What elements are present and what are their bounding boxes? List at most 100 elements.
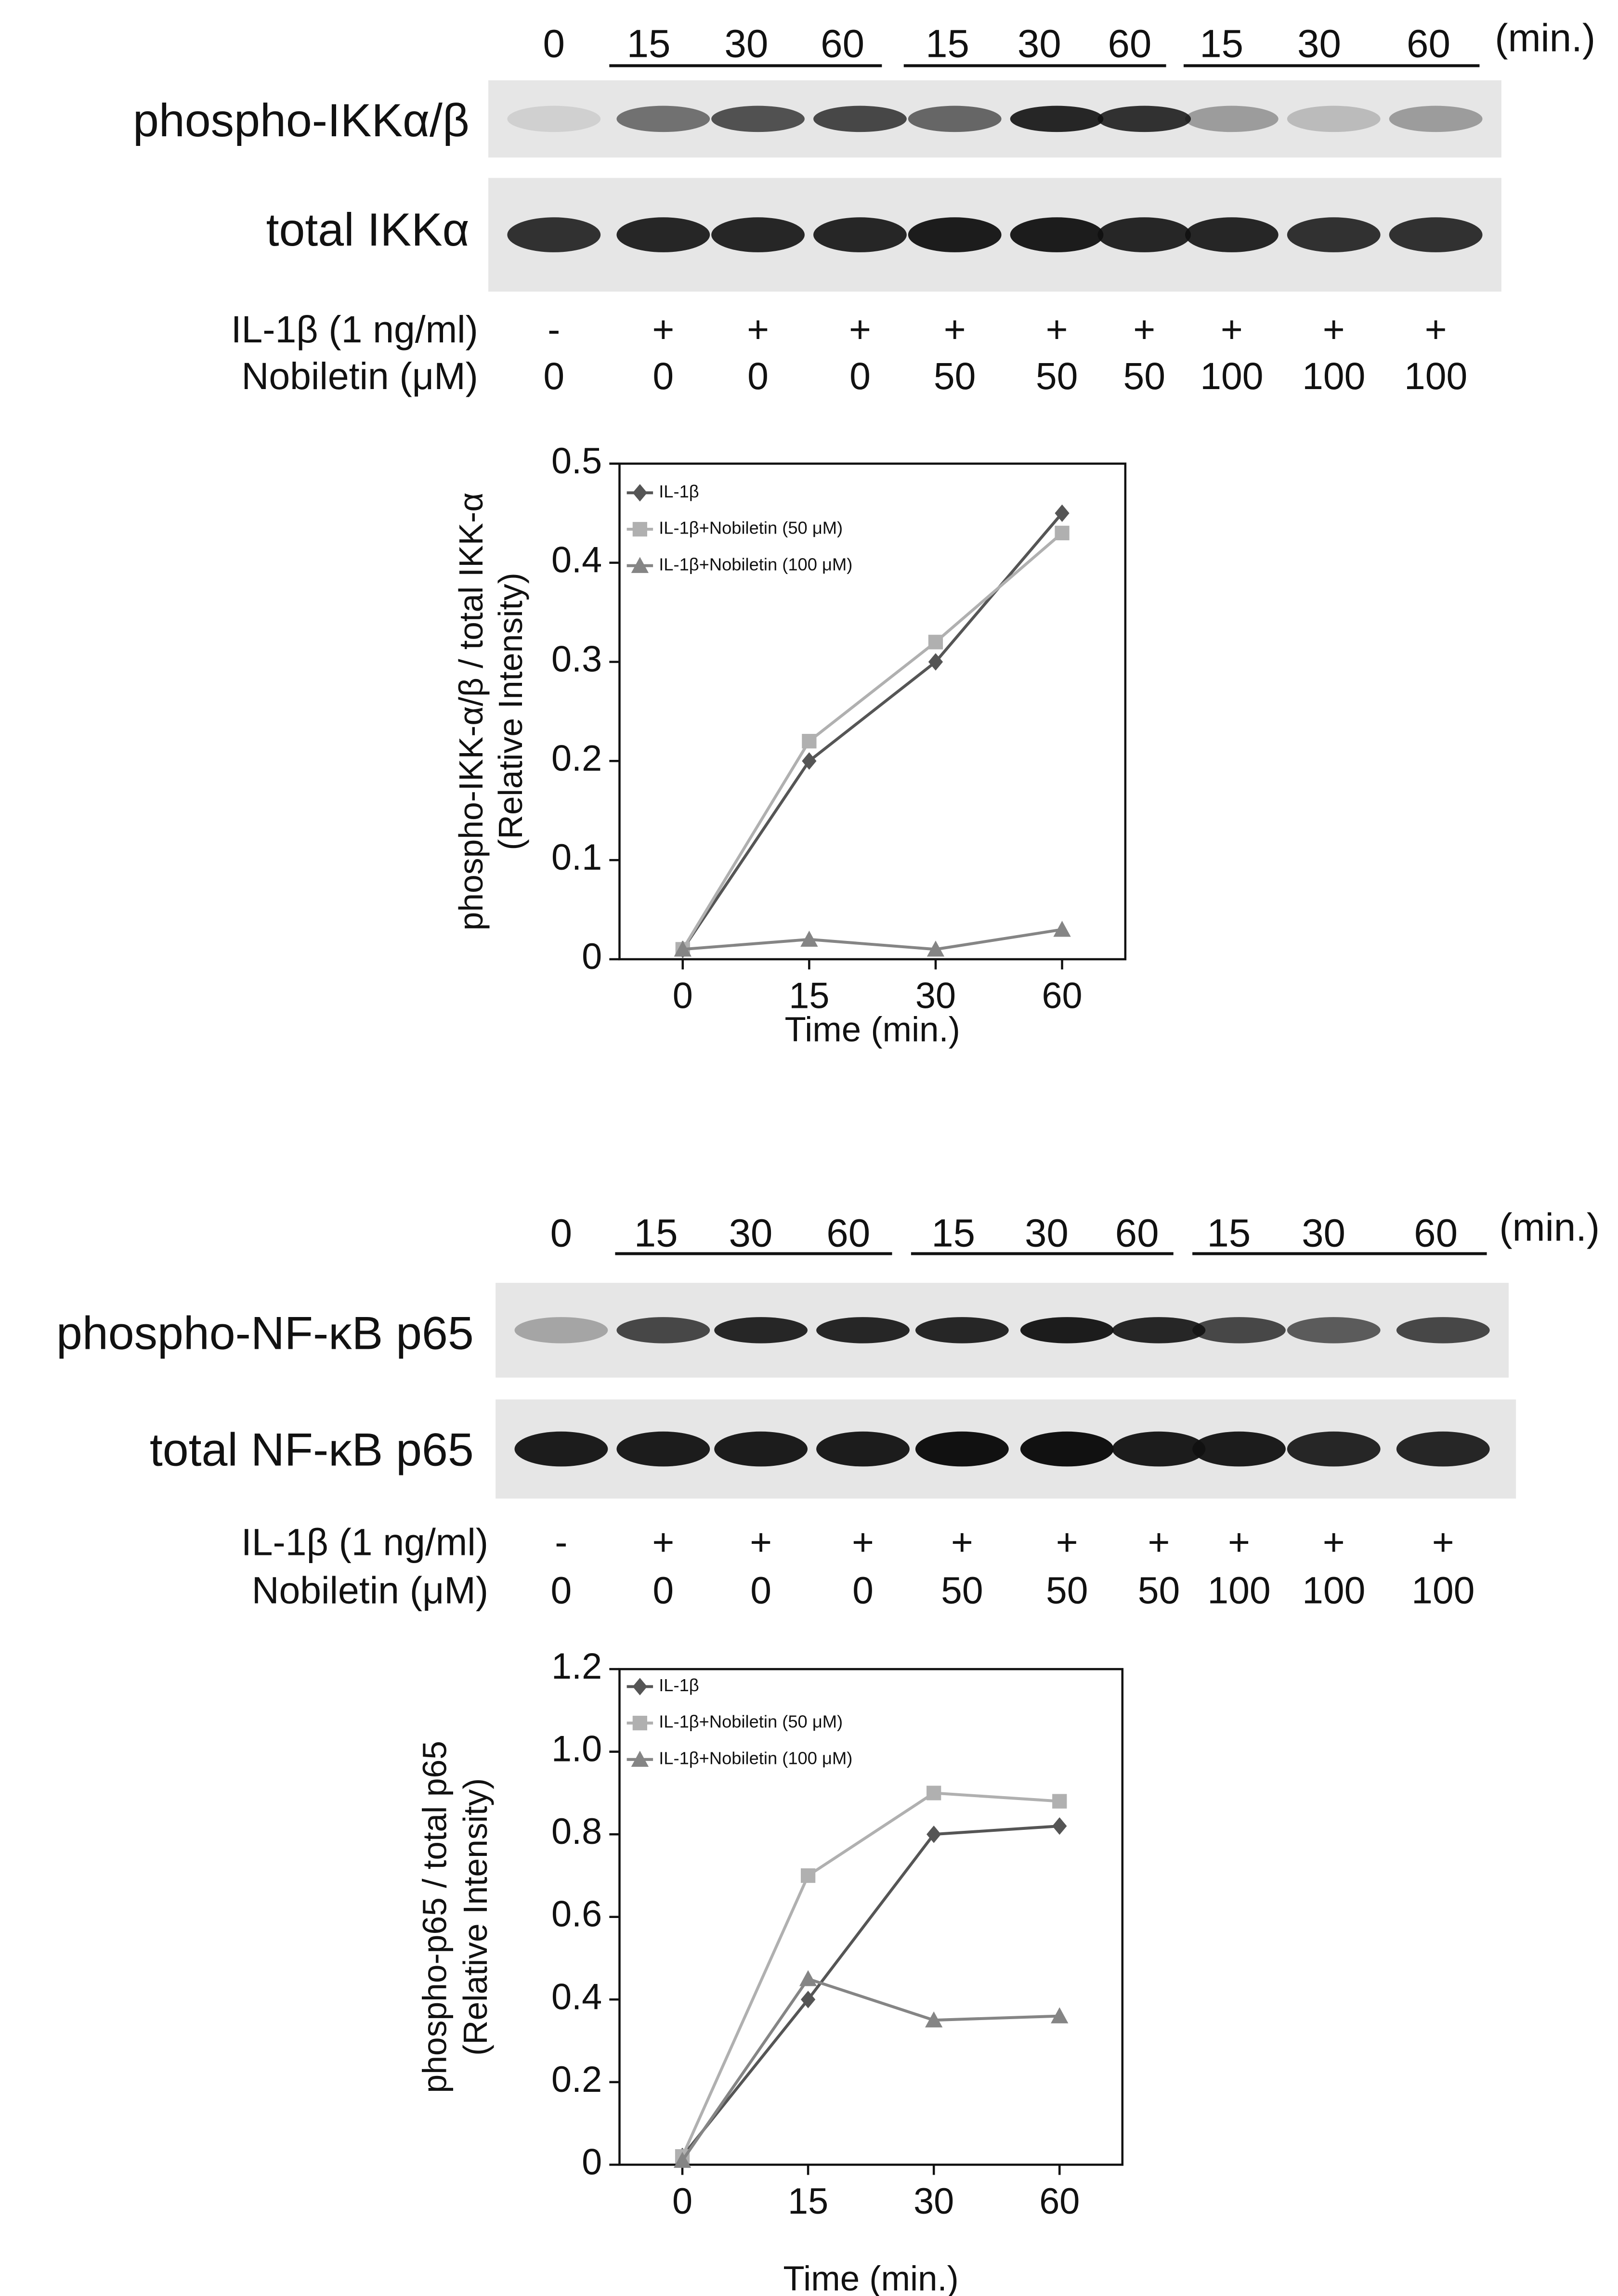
time-label: 15 <box>926 22 969 66</box>
y-tick-label: 1.2 <box>551 1646 602 1687</box>
y-tick-label: 0.2 <box>551 738 602 779</box>
treatment-value: 100 <box>1207 1569 1270 1612</box>
band <box>1396 1317 1490 1344</box>
time-label: 60 <box>826 1212 870 1255</box>
point <box>928 635 943 650</box>
treatment-value: 100 <box>1302 1569 1365 1612</box>
time-label: 15 <box>634 1212 678 1255</box>
point <box>926 940 945 957</box>
legend-label: IL-1β+Nobiletin (100 μM) <box>659 554 852 574</box>
band <box>616 1431 710 1467</box>
treatment-value: 50 <box>1046 1569 1088 1612</box>
y-axis-label: phospho-p65 / total p65 <box>416 1741 453 2093</box>
band <box>616 1317 710 1344</box>
treatment-value: + <box>1221 308 1243 351</box>
band <box>514 1317 608 1344</box>
treatment-value: 0 <box>750 1569 771 1612</box>
treatment-label: IL-1β (1 ng/ml) <box>231 308 478 351</box>
y-tick-label: 0.8 <box>551 1811 602 1852</box>
band <box>1097 217 1191 252</box>
series-line <box>681 1825 1060 2158</box>
treatment-value: + <box>1148 1521 1170 1564</box>
band <box>616 105 710 132</box>
treatment-value: 50 <box>1138 1569 1180 1612</box>
y-axis-label: phospho-IKK-α/β / total IKK-α <box>452 492 490 930</box>
band <box>1192 1317 1286 1344</box>
x-tick-label: 0 <box>672 2181 692 2222</box>
point <box>926 1826 941 1843</box>
point <box>925 2011 943 2028</box>
time-label: 60 <box>1414 1212 1458 1255</box>
band <box>1112 1317 1206 1344</box>
treatment-value: + <box>1133 308 1155 351</box>
treatment-value: 0 <box>849 355 871 397</box>
time-label: 30 <box>1025 1212 1069 1255</box>
x-tick-label: 0 <box>673 976 693 1017</box>
band <box>1112 1431 1206 1467</box>
treatment-value: 100 <box>1200 355 1263 397</box>
time-label: 30 <box>1297 22 1341 66</box>
legend-label: IL-1β <box>659 1675 699 1695</box>
band <box>1396 1431 1490 1467</box>
treatment-value: 0 <box>551 1569 572 1612</box>
time-label: 30 <box>1302 1212 1345 1255</box>
x-tick-label: 60 <box>1039 2181 1080 2222</box>
band <box>816 1431 910 1467</box>
x-axis-label: Time (min.) <box>784 1010 960 1049</box>
treatment-value: + <box>750 1521 772 1564</box>
treatment-value: + <box>1323 308 1345 351</box>
treatment-value: + <box>652 1521 674 1564</box>
time-label: 60 <box>1108 22 1151 66</box>
plot-frame <box>618 462 1127 961</box>
x-tick-label: 30 <box>915 976 956 1017</box>
point <box>1055 504 1070 522</box>
band <box>1287 217 1381 252</box>
x-tick-label: 30 <box>913 2181 954 2222</box>
treatment-value: + <box>849 308 871 351</box>
blot-row-label: phospho-NF-κB p65 <box>56 1307 474 1359</box>
band <box>507 217 601 252</box>
treatment-value: 50 <box>1123 355 1165 397</box>
x-tick-label: 15 <box>788 2181 828 2222</box>
point <box>631 1750 649 1767</box>
band <box>616 217 710 252</box>
treatment-value: 0 <box>852 1569 874 1612</box>
y-tick-label: 0.4 <box>551 540 602 581</box>
treatment-value: - <box>548 308 560 351</box>
band <box>915 1317 1009 1344</box>
time-label: 30 <box>729 1212 772 1255</box>
series-line <box>682 928 1063 951</box>
band <box>908 217 1002 252</box>
time-label: 60 <box>1407 22 1450 66</box>
time-label: 30 <box>724 22 768 66</box>
y-tick-label: 0.3 <box>551 639 602 679</box>
time-label: 0 <box>543 22 565 66</box>
time-label: 15 <box>627 22 671 66</box>
band <box>1192 1431 1286 1467</box>
band <box>1010 105 1104 132</box>
band <box>1097 105 1191 132</box>
treatment-value: + <box>951 1521 973 1564</box>
series-line <box>681 532 1063 950</box>
legend-label: IL-1β+Nobiletin (50 μM) <box>659 518 843 538</box>
band <box>1020 1317 1114 1344</box>
treatment-value: + <box>944 308 966 351</box>
point <box>1052 1817 1067 1835</box>
y-tick-label: 0 <box>582 936 602 977</box>
treatment-value: + <box>852 1521 874 1564</box>
series-line <box>681 1977 1060 2162</box>
point <box>926 1786 941 1800</box>
time-label: 15 <box>1207 1212 1251 1255</box>
band <box>1010 217 1104 252</box>
y-tick-label: 0 <box>582 2141 602 2182</box>
point <box>1052 1794 1067 1809</box>
y-tick-label: 1.0 <box>551 1729 602 1770</box>
time-label: 60 <box>821 22 864 66</box>
x-tick-label: 60 <box>1042 976 1082 1017</box>
point <box>1055 525 1070 541</box>
band <box>714 1431 808 1467</box>
treatment-value: 100 <box>1404 355 1467 397</box>
treatment-value: 50 <box>1036 355 1078 397</box>
point <box>802 734 817 749</box>
